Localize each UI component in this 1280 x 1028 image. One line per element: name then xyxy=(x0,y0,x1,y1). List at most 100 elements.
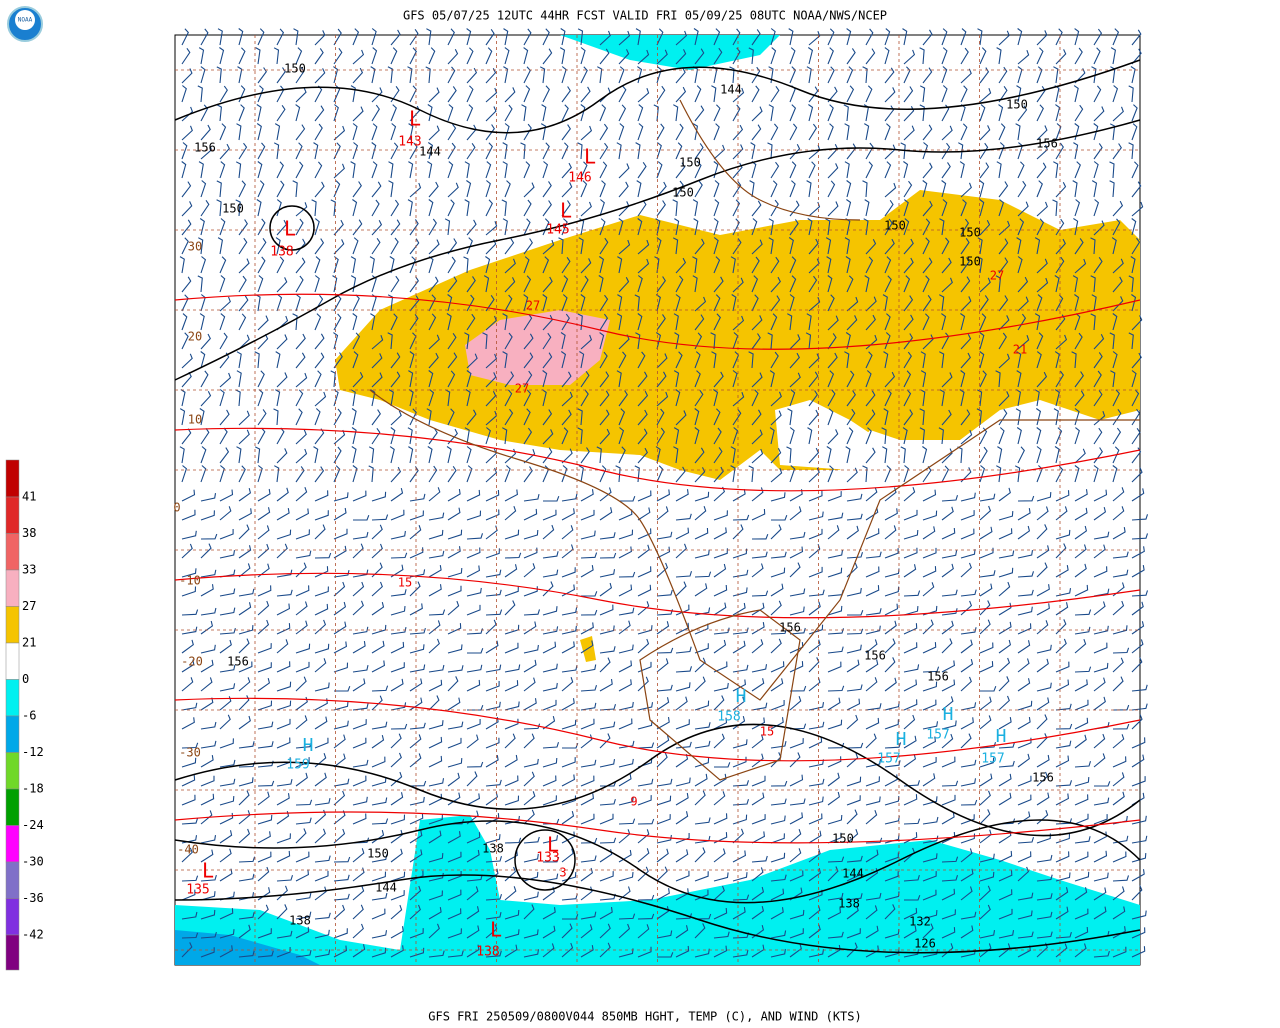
wind-barb xyxy=(1036,218,1045,236)
wind-barb xyxy=(1131,201,1144,217)
wind-barb xyxy=(656,49,668,65)
wind-barb xyxy=(808,258,820,274)
wind-barb xyxy=(827,772,840,787)
wind-barb xyxy=(960,549,976,559)
wind-barb xyxy=(314,352,325,369)
wind-barb xyxy=(561,942,574,958)
wind-barb xyxy=(181,237,189,255)
wind-barb xyxy=(238,715,251,730)
wind-barb xyxy=(998,550,1015,559)
wind-barb xyxy=(903,753,917,768)
wind-barb xyxy=(542,276,553,293)
wind-barb xyxy=(617,256,623,274)
wind-barb xyxy=(599,569,616,578)
wind-barb xyxy=(789,812,803,825)
temp-label: 27 xyxy=(526,299,540,313)
wind-barb xyxy=(580,664,597,673)
wind-barb xyxy=(1131,48,1142,65)
wind-barb xyxy=(808,721,825,730)
colorbar-swatch xyxy=(5,459,20,498)
wind-barb xyxy=(1112,313,1118,331)
wind-barb xyxy=(1074,584,1089,597)
wind-barb xyxy=(504,718,519,730)
wind-barb xyxy=(181,639,194,654)
wind-barb xyxy=(1131,714,1143,730)
wind-barb xyxy=(333,446,342,464)
wind-barb xyxy=(844,237,850,255)
wind-barb xyxy=(599,371,610,388)
wind-barb xyxy=(694,161,702,179)
wind-barb xyxy=(672,199,678,217)
wind-barb xyxy=(1131,488,1145,502)
wind-barb xyxy=(789,661,804,673)
wind-barb xyxy=(789,848,802,863)
wind-barb xyxy=(580,813,595,825)
wind-barb xyxy=(788,237,794,255)
wind-barb xyxy=(846,714,859,730)
wind-barb xyxy=(523,294,529,312)
wind-barb xyxy=(238,741,255,749)
wind-barb xyxy=(314,123,323,141)
wind-barb xyxy=(713,294,721,312)
colorbar-swatch xyxy=(5,606,20,644)
wind-barb xyxy=(789,928,804,939)
wind-barb xyxy=(599,871,614,882)
wind-barb xyxy=(504,564,518,578)
wind-barb xyxy=(580,447,590,464)
wind-barb xyxy=(998,870,1013,882)
wind-barb xyxy=(941,589,958,597)
height-label: 156 xyxy=(227,655,249,669)
wind-barb xyxy=(1131,237,1141,255)
wind-barb xyxy=(1036,427,1042,445)
wind-barb xyxy=(694,549,710,559)
wind-barb xyxy=(713,907,728,920)
wind-barb xyxy=(485,834,501,844)
wind-barb xyxy=(428,550,445,559)
wind-barb xyxy=(1093,143,1103,160)
wind-barb xyxy=(694,583,708,597)
wind-barb xyxy=(504,642,519,654)
wind-barb xyxy=(523,199,532,217)
wind-barb xyxy=(960,199,967,217)
wind-barb xyxy=(1112,28,1120,46)
wind-barb xyxy=(862,180,868,198)
wind-barb xyxy=(428,679,443,692)
wind-barb xyxy=(922,547,937,559)
wind-barb xyxy=(1054,389,1060,407)
wind-barb xyxy=(295,715,308,730)
wind-barb xyxy=(464,427,470,445)
wind-barb xyxy=(770,700,785,711)
wind-barb xyxy=(580,509,595,521)
height-label: 150 xyxy=(367,847,389,861)
wind-barb xyxy=(637,946,652,958)
wind-barb xyxy=(960,814,975,825)
wind-barb xyxy=(751,333,761,350)
wind-barb xyxy=(390,792,404,806)
temp-label: 21 xyxy=(1013,343,1027,357)
wind-barb xyxy=(295,161,304,179)
wind-barb xyxy=(672,237,679,255)
wind-barb xyxy=(1074,489,1088,502)
wind-barb xyxy=(713,123,720,141)
wind-barb xyxy=(732,828,744,844)
wind-barb xyxy=(466,47,474,65)
wind-barb xyxy=(960,562,972,578)
wind-barb xyxy=(805,332,812,350)
wind-barb xyxy=(1131,533,1149,540)
wind-barb xyxy=(257,409,267,426)
wind-barb xyxy=(864,123,870,141)
wind-barb xyxy=(408,446,414,464)
wind-barb xyxy=(1074,161,1081,179)
wind-barb xyxy=(808,447,820,464)
wind-barb xyxy=(219,796,235,806)
wind-barb xyxy=(865,925,879,939)
wind-barb xyxy=(542,757,558,768)
wind-barb xyxy=(656,28,664,46)
wind-barb xyxy=(333,332,339,350)
wind-barb xyxy=(428,907,442,920)
wind-barb xyxy=(827,491,842,502)
wind-barb xyxy=(846,893,863,901)
wind-barb xyxy=(295,585,310,597)
wind-barb xyxy=(998,567,1014,578)
wind-barb xyxy=(656,735,670,749)
